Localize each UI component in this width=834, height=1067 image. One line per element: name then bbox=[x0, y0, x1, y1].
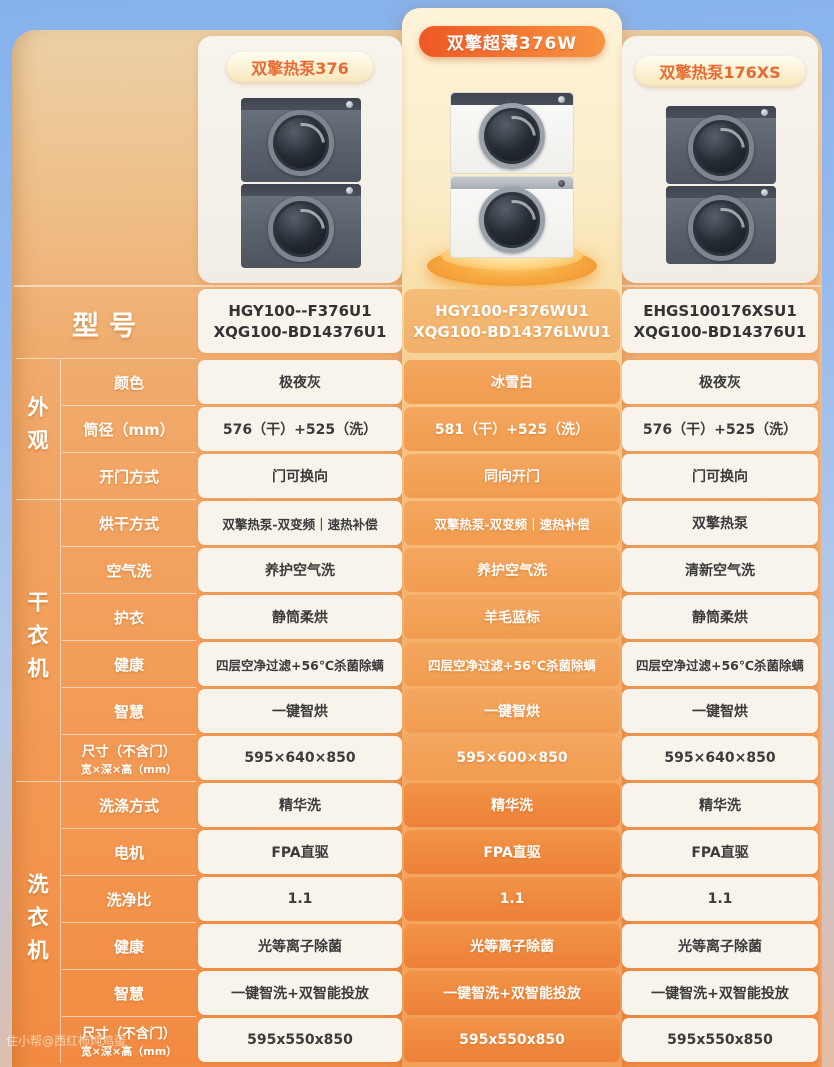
model-line: EHGS100176XSU1 bbox=[643, 301, 797, 320]
row-label-size-washer: 尺寸（不含门） 宽×深×高（mm） bbox=[60, 1016, 196, 1063]
spec-cell: 双擎热泵 bbox=[622, 501, 818, 545]
spec-cell: 极夜灰 bbox=[198, 360, 402, 404]
spec-cell: 一键智洗+双智能投放 bbox=[198, 971, 402, 1015]
spec-cell: 精华洗 bbox=[404, 783, 620, 827]
spec-cell: 1.1 bbox=[198, 877, 402, 921]
washer-dryer-stack-image-left bbox=[241, 98, 361, 268]
dryer-door-icon bbox=[268, 110, 334, 177]
spec-cell: 静筒柔烘 bbox=[622, 595, 818, 639]
row-label-health-dryer: 健康 bbox=[60, 640, 196, 687]
spec-table: 外观 干衣机 洗衣机 颜色 极夜灰 冰雪白 极夜灰 筒径（mm） 576（干）+… bbox=[14, 358, 820, 1063]
watermark: 住小帮@西红柿炖鸡蛋 bbox=[6, 1034, 127, 1048]
model-number-middle: HGY100-F376WU1 XQG100-BD14376LWU1 bbox=[404, 289, 620, 353]
dryer-door-icon bbox=[688, 115, 754, 182]
washer-dryer-stack-image-middle bbox=[450, 92, 574, 258]
washer-door-icon bbox=[479, 187, 545, 254]
spec-cell: 595x550x850 bbox=[404, 1018, 620, 1062]
product-badge-middle: 双擎超薄376W bbox=[418, 26, 606, 57]
spec-cell: 576（干）+525（洗） bbox=[198, 407, 402, 451]
row-label-drying-method: 烘干方式 bbox=[60, 499, 196, 546]
spec-cell: 极夜灰 bbox=[622, 360, 818, 404]
spec-cell: 光等离子除菌 bbox=[198, 924, 402, 968]
row-label-drum-diameter: 筒径（mm） bbox=[60, 405, 196, 452]
model-line: XQG100-BD14376U1 bbox=[213, 322, 387, 341]
spec-cell: FPA直驱 bbox=[622, 830, 818, 874]
washer-door-icon bbox=[268, 196, 334, 263]
spec-cell: 1.1 bbox=[404, 877, 620, 921]
spec-cell: 光等离子除菌 bbox=[622, 924, 818, 968]
row-label-air-wash: 空气洗 bbox=[60, 546, 196, 593]
spec-cell: 精华洗 bbox=[622, 783, 818, 827]
row-label-smart-dryer: 智慧 bbox=[60, 687, 196, 734]
spec-cell: 清新空气洗 bbox=[622, 548, 818, 592]
spec-cell: 一键智洗+双智能投放 bbox=[404, 971, 620, 1015]
row-label-wash-ratio: 洗净比 bbox=[60, 875, 196, 922]
dryer-door-icon bbox=[479, 103, 545, 170]
spec-cell: 门可换向 bbox=[198, 454, 402, 498]
section-label-washer: 洗衣机 bbox=[14, 781, 60, 1062]
model-line: XQG100-BD14376U1 bbox=[633, 322, 807, 341]
row-label-wash-method: 洗涤方式 bbox=[60, 781, 196, 828]
spec-cell: FPA直驱 bbox=[198, 830, 402, 874]
spec-cell: 一键智烘 bbox=[404, 689, 620, 733]
spec-cell: 581（干）+525（洗） bbox=[404, 407, 620, 451]
spec-cell: 595×600×850 bbox=[404, 736, 620, 780]
spec-cell: 羊毛蓝标 bbox=[404, 595, 620, 639]
spec-cell: 595x550x850 bbox=[622, 1018, 818, 1062]
section-label-dryer: 干衣机 bbox=[14, 499, 60, 780]
washer-door-icon bbox=[688, 195, 754, 262]
spec-cell: 精华洗 bbox=[198, 783, 402, 827]
spec-cell: 门可换向 bbox=[622, 454, 818, 498]
model-number-right: EHGS100176XSU1 XQG100-BD14376U1 bbox=[622, 289, 818, 353]
section-label-appearance: 外观 bbox=[14, 358, 60, 498]
model-line: XQG100-BD14376LWU1 bbox=[413, 322, 611, 341]
model-number-left: HGY100--F376U1 XQG100-BD14376U1 bbox=[198, 289, 402, 353]
spec-cell: 双擎热泵-双变频｜速热补偿 bbox=[198, 501, 402, 545]
model-line: HGY100--F376U1 bbox=[228, 301, 372, 320]
model-row-label: 型号 bbox=[72, 311, 146, 342]
model-line: HGY100-F376WU1 bbox=[435, 301, 589, 320]
spec-cell: 光等离子除菌 bbox=[404, 924, 620, 968]
spec-cell: FPA直驱 bbox=[404, 830, 620, 874]
product-badge-left: 双擎热泵376 bbox=[227, 52, 373, 82]
spec-cell: 595x550x850 bbox=[198, 1018, 402, 1062]
spec-cell: 双擎热泵-双变频｜速热补偿 bbox=[404, 501, 620, 545]
row-label-smart-washer: 智慧 bbox=[60, 969, 196, 1016]
spec-cell: 一键智烘 bbox=[622, 689, 818, 733]
spec-cell: 四层空净过滤+56℃杀菌除螨 bbox=[622, 642, 818, 686]
washer-dryer-stack-image-right bbox=[666, 106, 776, 264]
row-label-motor: 电机 bbox=[60, 828, 196, 875]
row-label-door-opening: 开门方式 bbox=[60, 452, 196, 499]
spec-cell: 595×640×850 bbox=[198, 736, 402, 780]
row-label-size-dryer: 尺寸（不含门） 宽×深×高（mm） bbox=[60, 734, 196, 781]
spec-cell: 1.1 bbox=[622, 877, 818, 921]
spec-cell: 冰雪白 bbox=[404, 360, 620, 404]
row-label-fabric-care: 护衣 bbox=[60, 593, 196, 640]
product-badge-right: 双擎热泵176XS bbox=[635, 56, 805, 86]
spec-cell: 595×640×850 bbox=[622, 736, 818, 780]
row-label-color: 颜色 bbox=[60, 358, 196, 405]
spec-cell: 养护空气洗 bbox=[404, 548, 620, 592]
spec-cell: 同向开门 bbox=[404, 454, 620, 498]
spec-cell: 养护空气洗 bbox=[198, 548, 402, 592]
spec-cell: 四层空净过滤+56℃杀菌除螨 bbox=[404, 642, 620, 686]
spec-cell: 四层空净过滤+56℃杀菌除螨 bbox=[198, 642, 402, 686]
spec-cell: 一键智烘 bbox=[198, 689, 402, 733]
spec-cell: 一键智洗+双智能投放 bbox=[622, 971, 818, 1015]
spec-cell: 静筒柔烘 bbox=[198, 595, 402, 639]
row-label-health-washer: 健康 bbox=[60, 922, 196, 969]
spec-cell: 576（干）+525（洗） bbox=[622, 407, 818, 451]
